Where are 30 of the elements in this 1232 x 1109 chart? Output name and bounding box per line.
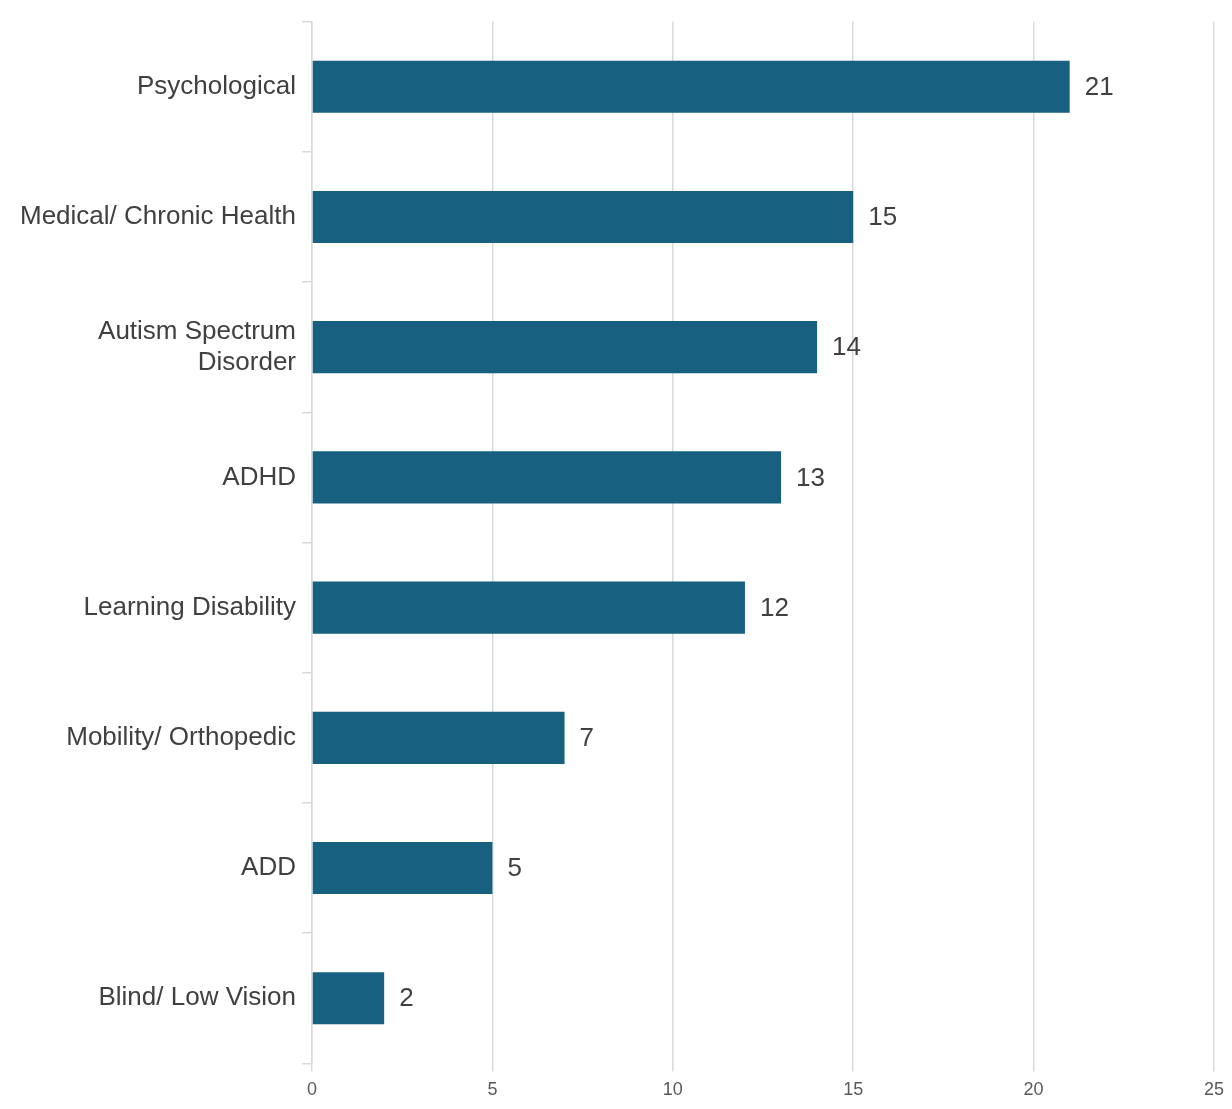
x-tick-label: 25 xyxy=(1203,1079,1224,1100)
bar xyxy=(312,972,385,1025)
bar xyxy=(312,842,493,895)
bar xyxy=(312,60,1070,113)
data-label: 12 xyxy=(759,591,789,622)
bar xyxy=(312,190,854,243)
data-label: 15 xyxy=(868,201,898,232)
data-label: 7 xyxy=(579,722,595,753)
y-tick-label: Mobility/ Orthopedic xyxy=(66,721,296,752)
y-tick-label: Learning Disability xyxy=(83,590,296,621)
data-label: 14 xyxy=(832,331,862,362)
x-tick-label: 0 xyxy=(306,1079,318,1100)
x-tick-label: 20 xyxy=(1023,1079,1044,1100)
y-tick-label: Blind/ Low Vision xyxy=(98,981,296,1012)
bar xyxy=(312,451,782,504)
bar xyxy=(312,321,818,374)
y-tick-label: ADHD xyxy=(222,460,296,491)
y-tick-label: ADD xyxy=(241,851,296,882)
data-label: 5 xyxy=(507,852,522,883)
x-tick-label: 15 xyxy=(843,1079,864,1100)
x-tick-label: 10 xyxy=(662,1079,683,1100)
y-tick-label: Autism Spectrum Disorder xyxy=(98,314,297,376)
data-label: 13 xyxy=(796,461,825,492)
x-tick-label: 5 xyxy=(487,1079,498,1100)
data-label: 2 xyxy=(399,982,414,1013)
y-tick-label: Medical/ Chronic Health xyxy=(19,200,296,231)
y-tick-label: Psychological xyxy=(137,69,296,100)
bar xyxy=(312,581,745,634)
bar xyxy=(312,711,565,764)
data-label: 21 xyxy=(1084,70,1114,101)
